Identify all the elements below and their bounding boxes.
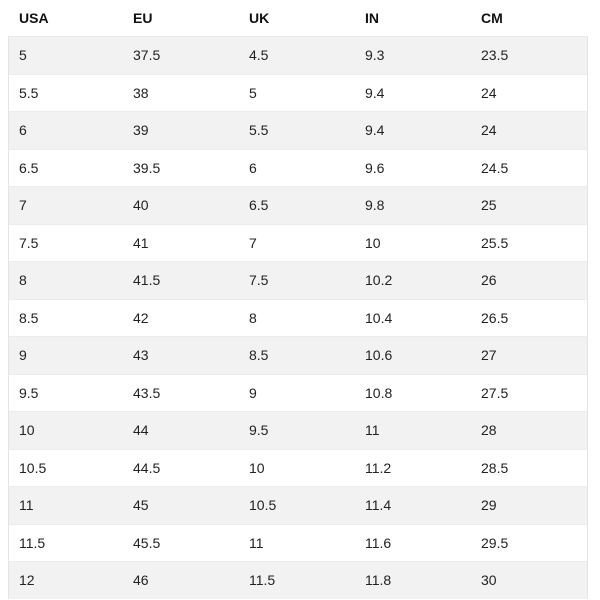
table-cell: 39 <box>133 122 149 139</box>
table-cell: 9.5 <box>19 384 39 401</box>
table-cell: 27 <box>481 347 497 364</box>
table-cell: 11.2 <box>365 459 392 476</box>
table-cell: 11.5 <box>249 572 276 589</box>
table-cell: 8.5 <box>19 309 39 326</box>
table-cell: 9.4 <box>365 122 385 139</box>
table-cell: 7 <box>19 197 27 214</box>
table-cell: 9.8 <box>365 197 385 214</box>
table-row: 5 37.5 4.5 9.3 23.5 <box>8 36 588 74</box>
table-row: 5.5 38 5 9.4 24 <box>8 73 588 111</box>
table-cell: 6.5 <box>19 159 39 176</box>
table-cell: 10.2 <box>365 272 393 289</box>
table-row: 8 41.5 7.5 10.2 26 <box>8 261 588 299</box>
table-cell: 37.5 <box>133 47 161 64</box>
table-cell: 11.5 <box>19 534 46 551</box>
table-cell: 5.5 <box>19 84 39 101</box>
column-header: USA <box>19 10 49 26</box>
table-cell: 43.5 <box>133 384 161 401</box>
table-cell: 11 <box>365 422 380 439</box>
column-header: UK <box>249 10 270 26</box>
table-row: 11 45 10.5 11.4 29 <box>8 486 588 524</box>
table-cell: 12 <box>19 572 35 589</box>
table-cell: 41 <box>133 234 149 251</box>
table-cell: 28 <box>481 422 497 439</box>
table-cell: 6.5 <box>249 197 269 214</box>
table-row: 9.5 43.5 9 10.8 27.5 <box>8 373 588 411</box>
table-cell: 9.6 <box>365 159 385 176</box>
table-cell: 8.5 <box>249 347 269 364</box>
table-cell: 5 <box>249 84 257 101</box>
table-cell: 11.4 <box>365 497 392 514</box>
table-cell: 10 <box>249 459 265 476</box>
table-row: 7 40 6.5 9.8 25 <box>8 186 588 224</box>
table-cell: 10 <box>19 422 35 439</box>
table-cell: 24 <box>481 84 497 101</box>
table-row: 9 43 8.5 10.6 27 <box>8 336 588 374</box>
table-cell: 8 <box>19 272 27 289</box>
table-cell: 46 <box>133 572 149 589</box>
table-cell: 9.4 <box>365 84 385 101</box>
table-cell: 45 <box>133 497 149 514</box>
table-cell: 10.8 <box>365 384 393 401</box>
table-cell: 7.5 <box>19 234 39 251</box>
table-cell: 9.5 <box>249 422 269 439</box>
table-cell: 28.5 <box>481 459 509 476</box>
table-cell: 10.5 <box>19 459 47 476</box>
table-cell: 38 <box>133 84 149 101</box>
table-row: 10.5 44.5 10 11.2 28.5 <box>8 448 588 486</box>
table-row: 8.5 42 8 10.4 26.5 <box>8 298 588 336</box>
table-cell: 11.8 <box>365 572 392 589</box>
table-row: 7.5 41 7 10 25.5 <box>8 223 588 261</box>
table-cell: 39.5 <box>133 159 161 176</box>
table-cell: 4.5 <box>249 47 269 64</box>
table-cell: 11 <box>249 534 264 551</box>
table-cell: 9.3 <box>365 47 385 64</box>
table-cell: 5.5 <box>249 122 269 139</box>
column-header: CM <box>481 10 503 26</box>
table-cell: 11 <box>19 497 34 514</box>
table-cell: 43 <box>133 347 149 364</box>
table-cell: 10.5 <box>249 497 277 514</box>
table-cell: 29 <box>481 497 497 514</box>
table-cell: 6 <box>19 122 27 139</box>
table-row: 11.5 45.5 11 11.6 29.5 <box>8 523 588 561</box>
table-row: 6.5 39.5 6 9.6 24.5 <box>8 148 588 186</box>
table-row: 12 46 11.5 11.8 30 <box>8 561 588 599</box>
table-cell: 44 <box>133 422 149 439</box>
table-cell: 26.5 <box>481 309 509 326</box>
table-cell: 24 <box>481 122 497 139</box>
table-cell: 10 <box>365 234 381 251</box>
table-cell: 45.5 <box>133 534 161 551</box>
table-cell: 10.4 <box>365 309 393 326</box>
header-row: USA EU UK IN CM <box>8 0 588 36</box>
table-cell: 30 <box>481 572 497 589</box>
table-cell: 40 <box>133 197 149 214</box>
column-header: IN <box>365 10 379 26</box>
table-cell: 8 <box>249 309 257 326</box>
table-cell: 23.5 <box>481 47 509 64</box>
table-row: 6 39 5.5 9.4 24 <box>8 111 588 149</box>
table-cell: 25.5 <box>481 234 509 251</box>
table-cell: 7.5 <box>249 272 269 289</box>
column-header: EU <box>133 10 153 26</box>
table-cell: 5 <box>19 47 27 64</box>
table-cell: 24.5 <box>481 159 509 176</box>
table-cell: 26 <box>481 272 497 289</box>
table-cell: 29.5 <box>481 534 509 551</box>
table-cell: 9 <box>19 347 27 364</box>
table-cell: 6 <box>249 159 257 176</box>
table-cell: 7 <box>249 234 257 251</box>
table-cell: 25 <box>481 197 497 214</box>
table-cell: 27.5 <box>481 384 509 401</box>
table-row: 10 44 9.5 11 28 <box>8 411 588 449</box>
table-cell: 42 <box>133 309 149 326</box>
table-cell: 11.6 <box>365 534 392 551</box>
table-cell: 41.5 <box>133 272 161 289</box>
table-cell: 9 <box>249 384 257 401</box>
table-cell: 10.6 <box>365 347 393 364</box>
table-cell: 44.5 <box>133 459 161 476</box>
